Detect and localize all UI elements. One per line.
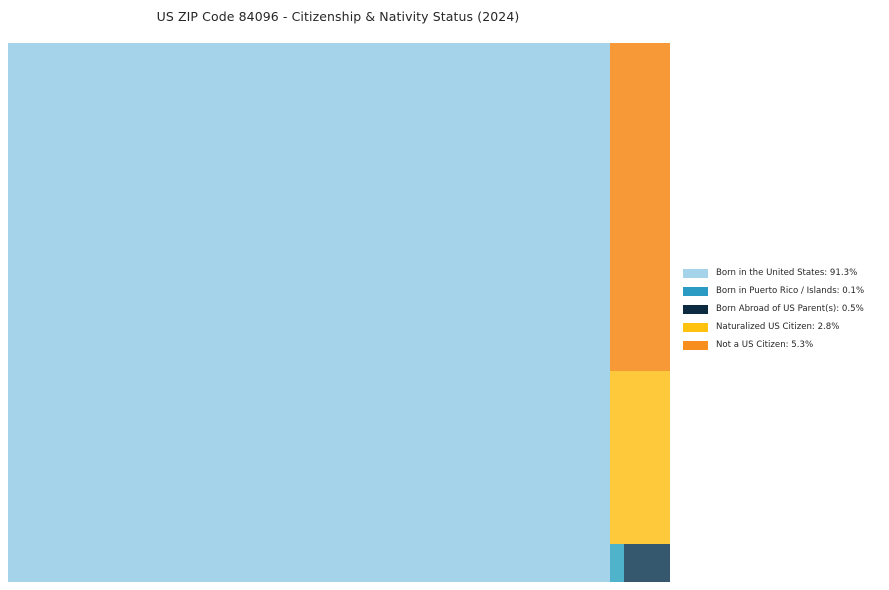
legend-item-label: Born Abroad of US Parent(s): 0.5%	[716, 303, 864, 314]
legend-item-label: Not a US Citizen: 5.3%	[716, 339, 814, 350]
treemap-tile[interactable]	[610, 371, 670, 544]
treemap-tile[interactable]	[623, 543, 670, 582]
chart-title: US ZIP Code 84096 - Citizenship & Nativi…	[156, 9, 520, 24]
legend-item[interactable]: Born in Puerto Rico / Islands: 0.1%	[683, 282, 883, 300]
legend-swatch-icon	[683, 268, 708, 278]
treemap-tile[interactable]	[610, 543, 624, 582]
legend-item[interactable]: Born Abroad of US Parent(s): 0.5%	[683, 300, 883, 318]
legend-item-label: Born in Puerto Rico / Islands: 0.1%	[716, 285, 865, 296]
legend-item-label: Born in the United States: 91.3%	[716, 267, 858, 278]
treemap-tile[interactable]	[610, 43, 670, 372]
legend-swatch-icon	[683, 286, 708, 296]
legend-item[interactable]: Born in the United States: 91.3%	[683, 264, 883, 282]
legend-swatch-icon	[683, 340, 708, 350]
legend-item[interactable]: Naturalized US Citizen: 2.8%	[683, 318, 883, 336]
legend-item[interactable]: Not a US Citizen: 5.3%	[683, 336, 883, 354]
chart-legend: Born in the United States: 91.3% Born in …	[683, 264, 883, 354]
legend-swatch-icon	[683, 304, 708, 314]
treemap-tile[interactable]	[8, 43, 611, 582]
legend-swatch-icon	[683, 322, 708, 332]
legend-item-label: Naturalized US Citizen: 2.8%	[716, 321, 840, 332]
treemap-plot-area	[8, 43, 670, 582]
